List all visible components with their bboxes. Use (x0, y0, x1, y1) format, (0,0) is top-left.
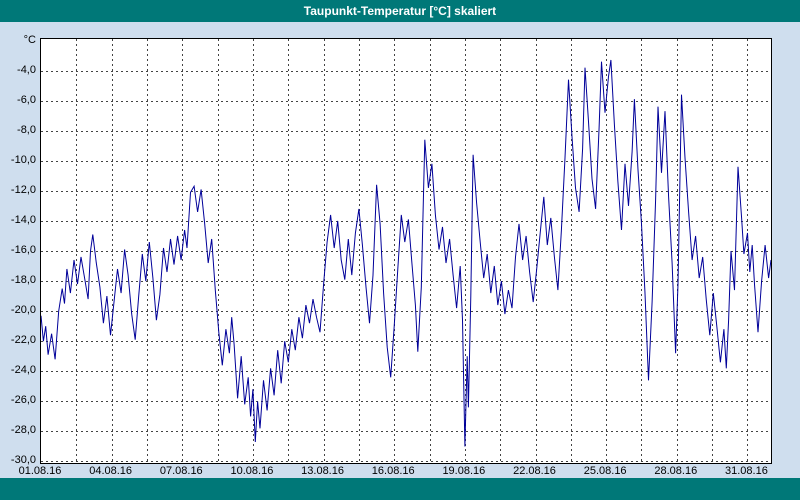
x-axis-tick-label: 10.08.16 (230, 465, 274, 477)
y-axis-tick-label: -22,0 (10, 334, 36, 347)
x-axis-tick-label: 13.08.16 (301, 465, 344, 477)
x-axis-tick-label: 22.08.16 (513, 465, 556, 477)
y-axis-tick-label: -4,0 (17, 63, 36, 76)
title-bar: Taupunkt-Temperatur [°C] skaliert (0, 0, 800, 22)
y-axis-tick-label: -14,0 (10, 213, 36, 226)
x-axis-tick-label: 01.08.16 (18, 465, 62, 477)
y-axis-tick-label: -24,0 (10, 364, 36, 377)
y-axis-tick-label: -12,0 (10, 183, 36, 196)
y-axis-tick-label: -18,0 (10, 274, 36, 287)
plot-area (40, 38, 772, 464)
x-axis-tick-label: 07.08.16 (159, 465, 203, 477)
y-axis-tick-label: -10,0 (10, 153, 36, 166)
y-axis-tick-label: -26,0 (10, 394, 36, 407)
x-axis-tick-label: 16.08.16 (371, 465, 415, 477)
y-axis-tick-label: -30,0 (10, 454, 36, 467)
y-axis-tick-label: -6,0 (17, 93, 36, 106)
y-axis-tick-label: -20,0 (10, 304, 36, 317)
x-axis-tick-label: 04.08.16 (89, 465, 133, 477)
y-axis-tick-label: -28,0 (10, 424, 36, 437)
x-axis-tick-label: 19.08.16 (442, 465, 486, 477)
dewpoint-series-line (41, 59, 771, 447)
y-axis-tick-label: -8,0 (17, 123, 36, 136)
y-axis-unit-label: °C (23, 34, 36, 46)
chart-canvas (41, 39, 771, 463)
bottom-bar (0, 478, 800, 500)
y-axis-tick-label: -16,0 (10, 244, 36, 256)
x-axis-tick-label: 28.08.16 (654, 465, 698, 477)
x-axis-tick-label: 31.08.16 (725, 465, 768, 477)
chart-title: Taupunkt-Temperatur [°C] skaliert (303, 4, 497, 18)
x-axis-tick-label: 25.08.16 (583, 465, 627, 477)
